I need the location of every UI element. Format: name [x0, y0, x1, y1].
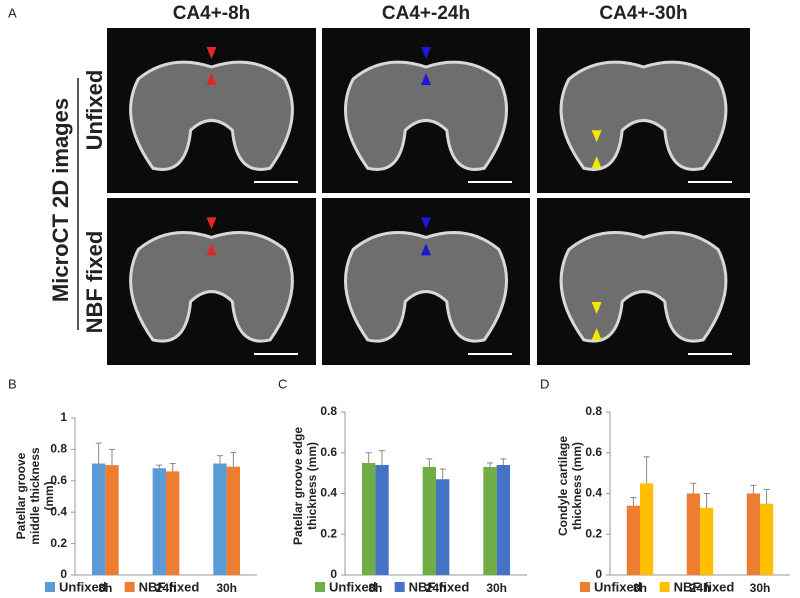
arrow [591, 301, 602, 314]
legend-label: NBF fixed [674, 579, 735, 594]
panel-label: C [278, 376, 287, 391]
x-tick-label: 8h [98, 581, 112, 595]
bar [746, 493, 760, 575]
bone-outline [559, 231, 728, 343]
legend-swatch [124, 582, 135, 592]
y-tick-label: 0.4 [50, 504, 67, 518]
column-title: CA4+-8h [173, 3, 251, 24]
bone-outline [344, 231, 508, 343]
y-tick-label: 0 [330, 567, 337, 581]
legend-swatch [315, 582, 325, 592]
y-tick-label: 0.6 [50, 473, 67, 487]
y-tick-label: 0.8 [50, 442, 67, 456]
x-tick-label: 8h [633, 581, 647, 595]
y-axis-title: Condyle cartilage thickness (mm) [556, 435, 584, 536]
side-label: MicroCT 2D images [48, 98, 73, 302]
x-tick-label: 24h [690, 581, 711, 595]
scale-bar [688, 181, 732, 183]
x-tick-label: 8h [368, 581, 382, 595]
panel-label: B [8, 376, 17, 391]
y-tick-label: 0.2 [585, 526, 602, 540]
arrow [591, 156, 602, 169]
y-tick-label: 0.4 [585, 486, 602, 500]
x-tick-label: 30h [750, 581, 771, 595]
column-title: CA4+-24h [382, 3, 470, 24]
legend-swatch [659, 582, 670, 592]
y-tick-label: 0.8 [320, 404, 337, 418]
bar [105, 465, 119, 575]
bone-outline [129, 60, 294, 171]
y-tick-label: 0 [60, 567, 67, 581]
bar [91, 463, 106, 575]
bar [166, 471, 180, 575]
x-tick-label: 24h [426, 581, 447, 595]
y-tick-label: 0 [595, 567, 602, 581]
x-tick-label: 30h [486, 581, 507, 595]
arrow [206, 243, 217, 256]
scale-bar [254, 353, 298, 355]
bar [152, 468, 166, 575]
column-title: CA4+-30h [599, 3, 687, 24]
bar [436, 479, 450, 575]
arrow [206, 217, 217, 230]
panel-label: D [540, 376, 549, 391]
y-tick-label: 1 [60, 410, 67, 424]
y-tick-label: 0.4 [320, 486, 337, 500]
scale-bar [688, 353, 732, 355]
arrow [421, 47, 431, 59]
scale-bar [254, 181, 298, 183]
bar [760, 503, 774, 575]
legend-swatch [580, 582, 590, 592]
y-tick-label: 0.6 [585, 445, 602, 459]
x-tick-label: 30h [216, 581, 237, 595]
bar [686, 493, 700, 575]
bar [483, 467, 497, 575]
y-tick-label: 0.6 [320, 445, 337, 459]
arrow [421, 73, 431, 85]
bar [361, 462, 376, 575]
y-tick-label: 0.2 [50, 536, 67, 550]
row-label: Unfixed [82, 70, 107, 151]
bar [375, 464, 389, 575]
y-tick-label: 0.2 [320, 526, 337, 540]
arrow [421, 243, 431, 256]
bar [700, 507, 714, 575]
bar [213, 463, 227, 575]
bar [626, 505, 640, 575]
arrow [591, 130, 602, 143]
arrow [206, 73, 217, 85]
arrow [591, 327, 602, 340]
y-axis-title: Patellar groove edge thickness (mm) [291, 426, 319, 545]
legend-label: Unfixed [329, 579, 377, 594]
legend-label: Unfixed [59, 579, 107, 594]
bone-outline [129, 231, 294, 343]
x-tick-label: 24h [156, 581, 177, 595]
legend-swatch [394, 582, 405, 592]
bone-outline [344, 60, 508, 171]
bar [226, 466, 241, 575]
y-tick-label: 0.8 [585, 404, 602, 418]
legend-label: Unfixed [594, 579, 642, 594]
legend-swatch [45, 582, 55, 592]
bar [496, 464, 511, 575]
y-axis-title: Patellar groove middle thickness (mm) [14, 446, 56, 545]
scale-bar [468, 353, 512, 355]
row-label: NBF fixed [82, 231, 107, 334]
arrow [206, 47, 217, 59]
legend-label: NBF fixed [139, 579, 200, 594]
panel-label: A [8, 5, 17, 20]
arrow [421, 217, 431, 230]
legend-label: NBF fixed [409, 579, 470, 594]
bar [640, 483, 654, 575]
bone-outline [559, 60, 728, 171]
scale-bar [468, 181, 512, 183]
bar [422, 467, 436, 575]
